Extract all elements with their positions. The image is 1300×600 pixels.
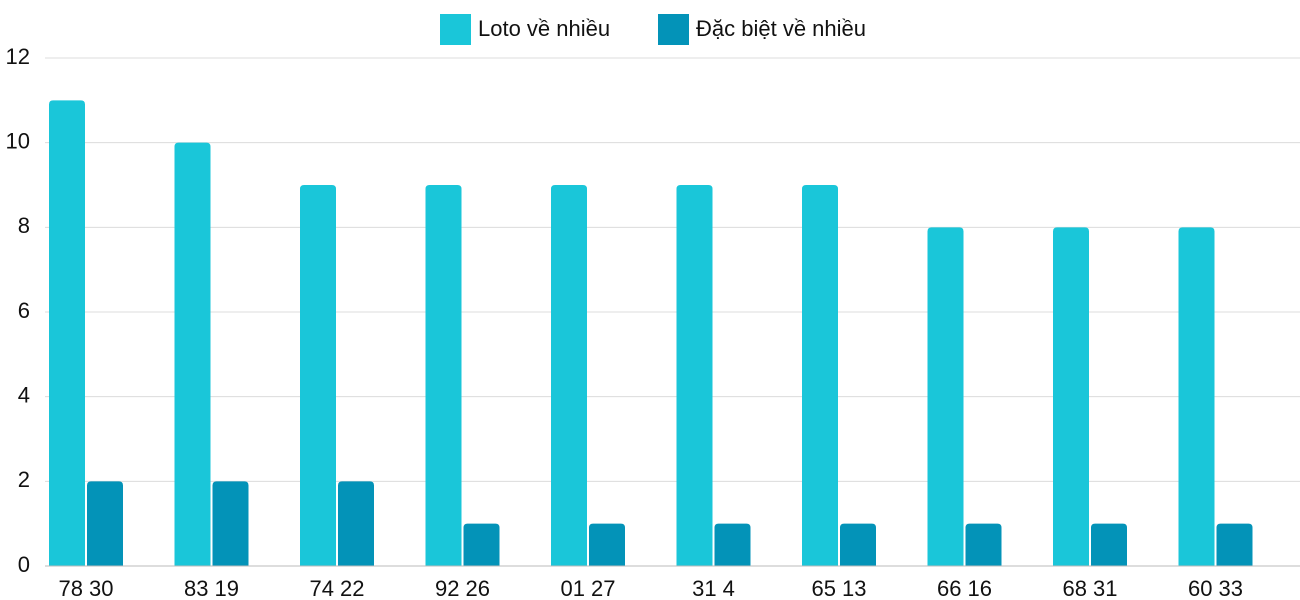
bar <box>551 185 587 566</box>
x-tick-label: 68 31 <box>1062 576 1117 600</box>
x-tick-label: 31 4 <box>692 576 735 600</box>
bar <box>802 185 838 566</box>
bar <box>212 481 249 566</box>
x-tick-label: 92 26 <box>435 576 490 600</box>
y-tick-label: 6 <box>18 298 30 323</box>
x-tick-label: 66 16 <box>937 576 992 600</box>
legend-label: Loto về nhiều <box>478 16 610 41</box>
x-tick-label: 65 13 <box>811 576 866 600</box>
bar <box>1053 227 1089 567</box>
bar <box>463 523 500 566</box>
x-tick-label: 74 22 <box>309 576 364 600</box>
y-tick-label: 4 <box>18 382 30 407</box>
legend-label: Đặc biệt về nhiều <box>696 16 866 41</box>
bar <box>1216 523 1253 566</box>
bar <box>338 481 374 566</box>
bar <box>714 523 751 566</box>
legend-swatch <box>658 14 689 45</box>
bar <box>589 523 625 566</box>
y-tick-label: 12 <box>6 44 30 69</box>
bar <box>49 100 85 566</box>
bar <box>1091 523 1127 566</box>
bar <box>1178 227 1215 567</box>
x-tick-label: 83 19 <box>184 576 239 600</box>
bar <box>840 523 876 566</box>
bar <box>87 481 123 566</box>
y-tick-label: 2 <box>18 467 30 492</box>
y-tick-label: 10 <box>6 128 30 153</box>
bar <box>425 185 462 566</box>
bar <box>965 523 1002 566</box>
bar <box>927 227 964 567</box>
bar <box>676 185 713 566</box>
y-tick-label: 8 <box>18 213 30 238</box>
y-tick-label: 0 <box>18 552 30 577</box>
bar <box>174 142 211 566</box>
bar <box>300 185 336 566</box>
x-tick-label: 78 30 <box>58 576 113 600</box>
x-tick-label: 01 27 <box>560 576 615 600</box>
x-tick-label: 60 33 <box>1188 576 1243 600</box>
legend-swatch <box>440 14 471 45</box>
